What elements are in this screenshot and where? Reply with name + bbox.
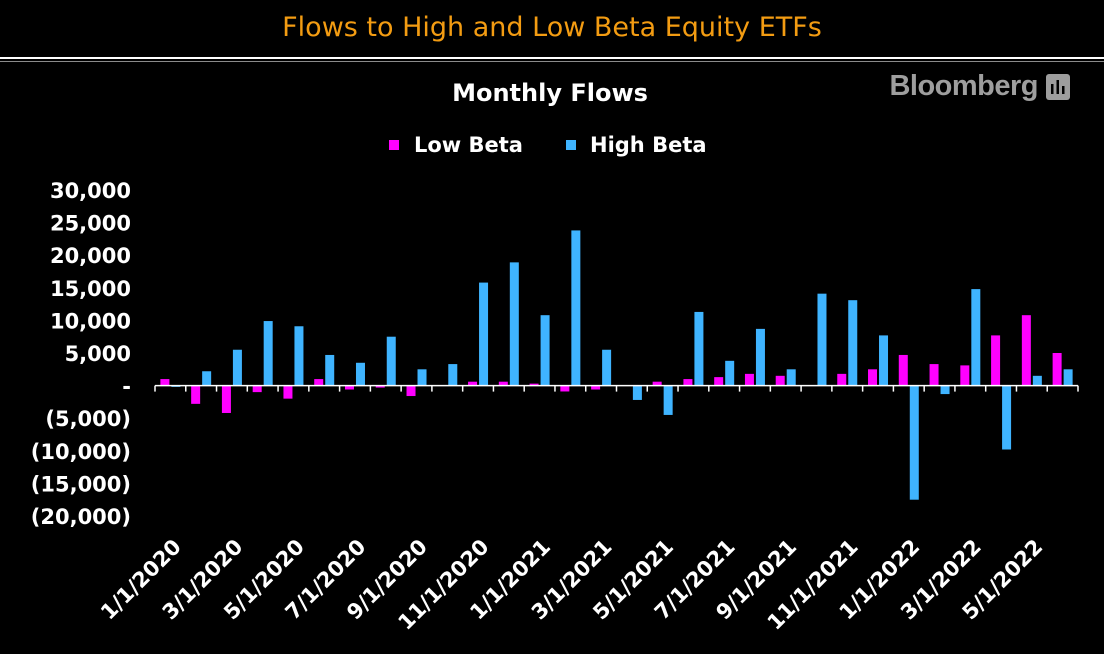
bar-low-beta	[160, 379, 170, 386]
y-tick-label: (20,000)	[31, 505, 131, 529]
y-tick-label: 10,000	[50, 309, 131, 333]
y-tick-label: -	[122, 375, 131, 399]
bar-low-beta	[314, 379, 324, 386]
bar-low-beta	[898, 354, 908, 386]
bars	[160, 230, 1073, 500]
bar-low-beta	[591, 385, 601, 390]
bar-low-beta	[1021, 315, 1031, 386]
bar-low-beta	[375, 385, 385, 388]
brand-logo: Bloomberg	[889, 70, 1070, 103]
header-bar: Flows to High and Low Beta Equity ETFs	[0, 0, 1104, 56]
y-tick-label: (5,000)	[45, 407, 131, 431]
bar-high-beta	[509, 262, 519, 386]
bar-high-beta	[1032, 375, 1042, 386]
bar-high-beta	[755, 328, 765, 386]
y-tick-label: (10,000)	[31, 440, 131, 464]
bar-high-beta	[786, 369, 796, 386]
bar-high-beta	[479, 282, 489, 386]
bar-high-beta	[448, 364, 458, 386]
bar-low-beta	[560, 385, 570, 392]
bar-low-beta	[1052, 353, 1062, 386]
header-divider	[0, 57, 1104, 59]
bar-high-beta	[725, 360, 735, 386]
bar-low-beta	[221, 385, 231, 413]
bar-high-beta	[294, 326, 304, 386]
legend-swatch-high-beta	[566, 140, 576, 150]
header-divider-thin	[0, 61, 1104, 62]
bar-high-beta	[417, 369, 427, 386]
legend-label-high-beta: High Beta	[590, 133, 707, 157]
bar-low-beta	[714, 377, 724, 386]
y-tick-label: 30,000	[50, 179, 131, 203]
bar-high-beta	[602, 349, 612, 386]
bar-low-beta	[744, 373, 754, 386]
bar-high-beta	[571, 230, 581, 386]
bar-high-beta	[971, 289, 981, 386]
legend-swatch-low-beta	[389, 140, 399, 150]
bar-low-beta	[529, 383, 539, 386]
bar-low-beta	[468, 381, 478, 386]
bar-high-beta	[202, 371, 212, 386]
y-axis: 30,000 25,000 20,000 15,000 10,000 5,000 - (5,0…	[31, 179, 131, 529]
bar-low-beta	[283, 385, 293, 399]
bar-low-beta	[344, 385, 354, 390]
bar-low-beta	[498, 381, 508, 386]
bar-high-beta	[1063, 369, 1073, 386]
bar-high-beta	[540, 315, 550, 386]
brand-name: Bloomberg	[889, 70, 1038, 102]
legend-label-low-beta: Low Beta	[414, 133, 523, 157]
bar-low-beta	[929, 364, 939, 386]
bar-low-beta	[991, 335, 1001, 386]
bar-high-beta	[232, 349, 242, 386]
bar-high-beta	[879, 335, 889, 386]
y-tick-label: 20,000	[50, 244, 131, 268]
bar-low-beta	[191, 385, 201, 404]
bar-high-beta	[386, 336, 396, 386]
bar-low-beta	[960, 365, 970, 386]
y-tick-label: 5,000	[65, 342, 131, 366]
bar-high-beta	[663, 385, 673, 415]
bar-high-beta	[817, 293, 827, 386]
bar-low-beta	[683, 379, 693, 386]
bar-high-beta	[909, 385, 919, 500]
bar-high-beta	[940, 385, 950, 395]
bar-low-beta	[837, 373, 847, 386]
bar-high-beta	[263, 321, 273, 386]
x-axis: 1/1/20203/1/20205/1/20207/1/20209/1/2020…	[96, 384, 1079, 635]
bar-high-beta	[848, 300, 858, 386]
bar-high-beta	[694, 311, 704, 386]
bar-low-beta	[252, 385, 262, 393]
bar-low-beta	[775, 375, 785, 386]
bar-low-beta	[406, 385, 416, 397]
chart-title: Monthly Flows	[452, 79, 648, 107]
y-tick-label: 25,000	[50, 212, 131, 236]
bar-high-beta	[325, 354, 335, 386]
bloomberg-terminal-icon	[1046, 73, 1070, 100]
bar-low-beta	[652, 381, 662, 386]
bar-high-beta	[632, 385, 642, 400]
bar-high-beta	[1002, 385, 1012, 450]
y-tick-label: 15,000	[50, 277, 131, 301]
y-tick-label: (15,000)	[31, 472, 131, 496]
page-title: Flows to High and Low Beta Equity ETFs	[282, 12, 822, 43]
bar-high-beta	[355, 362, 365, 386]
bar-low-beta	[868, 369, 878, 386]
legend: Low Beta High Beta	[389, 133, 707, 157]
